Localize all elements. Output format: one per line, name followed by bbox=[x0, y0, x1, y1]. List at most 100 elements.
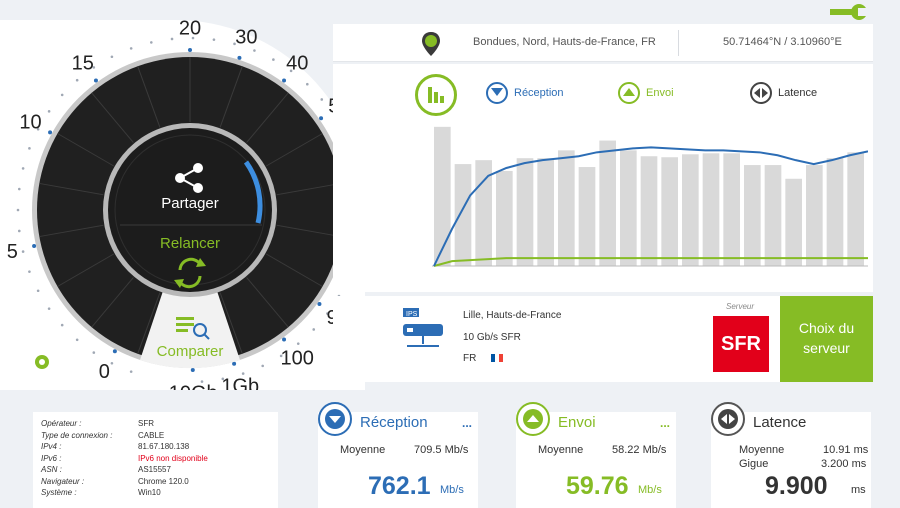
chart-bar bbox=[434, 126, 451, 266]
info-key: ASN : bbox=[41, 465, 62, 474]
compare-label[interactable]: Comparer bbox=[157, 343, 224, 360]
gauge-dot bbox=[253, 49, 256, 52]
gauge-tick-mark bbox=[188, 48, 192, 52]
reception-more-button[interactable]: ... bbox=[461, 416, 472, 430]
gauge-segment bbox=[265, 133, 323, 167]
chart-bar bbox=[516, 158, 534, 266]
upload-arrow-icon bbox=[618, 82, 640, 104]
connection-info-card: Opérateur : SFR Type de connexion : CABLE IP… bbox=[33, 412, 278, 508]
gauge-dot bbox=[150, 41, 153, 44]
gauge-tick-label: 30 bbox=[235, 27, 257, 49]
latence-value: 9.900 bbox=[765, 472, 828, 500]
chart-bar bbox=[847, 152, 864, 266]
gauge-dot bbox=[306, 82, 309, 86]
legend-reception[interactable]: Réception bbox=[486, 82, 564, 104]
info-key: IPv4 : bbox=[41, 442, 62, 451]
server-location: Lille, Hauts-de-France bbox=[463, 310, 562, 321]
gauge-tick-mark bbox=[282, 337, 287, 342]
chart-bar bbox=[826, 158, 844, 266]
chart-bar bbox=[723, 153, 740, 266]
gauge-dot bbox=[200, 380, 204, 383]
gauge-dot bbox=[129, 47, 133, 50]
gauge-dot bbox=[289, 69, 293, 73]
latence-unit: ms bbox=[851, 484, 866, 496]
gauge-dot bbox=[36, 289, 40, 293]
share-label[interactable]: Partager bbox=[161, 195, 219, 212]
server-capacity: 10 Gb/s SFR bbox=[463, 332, 521, 343]
info-value: SFR bbox=[138, 419, 154, 428]
legend-reception-label: Réception bbox=[514, 87, 564, 99]
compare-icon[interactable] bbox=[176, 317, 210, 340]
relaunch-label[interactable]: Relancer bbox=[160, 235, 220, 252]
info-key: Type de connexion : bbox=[41, 430, 113, 440]
refresh-icon[interactable] bbox=[174, 257, 206, 289]
gauge-segment bbox=[276, 224, 341, 238]
chart-bar bbox=[661, 157, 678, 266]
gauge-dot bbox=[296, 342, 300, 345]
chart-bar bbox=[744, 165, 761, 266]
reception-avg-label: Moyenne bbox=[340, 444, 386, 456]
server-card: IPS Lille, Hauts-de-France 10 Gb/s SFR F… bbox=[333, 296, 873, 382]
location-coords: 50.71464°N / 3.10960°E bbox=[723, 36, 842, 48]
gauge-segment bbox=[39, 182, 104, 196]
gauge-segment bbox=[91, 92, 134, 143]
settings-gear-icon[interactable] bbox=[35, 355, 49, 369]
chart-bar bbox=[496, 170, 513, 266]
reception-avg-value: 709.5 Mb/s bbox=[414, 444, 469, 456]
reception-series-line bbox=[433, 146, 868, 267]
info-row: ASN : AS15557 bbox=[41, 465, 271, 474]
info-row: IPv6 : IPv6 non disponible bbox=[41, 454, 271, 463]
legend-latence[interactable]: Latence bbox=[750, 82, 817, 104]
legend-envoi[interactable]: Envoi bbox=[618, 82, 674, 104]
info-row: Opérateur : SFR bbox=[41, 419, 271, 428]
gauge-tick-mark bbox=[232, 361, 237, 366]
gauge-dot bbox=[75, 338, 79, 342]
choose-server-button[interactable]: Choix du serveur bbox=[780, 296, 873, 382]
info-key: IPv6 : bbox=[41, 453, 62, 463]
gauge-tick-label: 1Gb bbox=[221, 375, 259, 390]
reception-value: 762.1 bbox=[368, 472, 431, 500]
envoi-more-button[interactable]: ... bbox=[659, 416, 670, 430]
reception-title: Réception bbox=[360, 414, 428, 431]
envoi-avg-value: 58.22 Mb/s bbox=[612, 444, 667, 456]
envoi-unit: Mb/s bbox=[638, 484, 662, 496]
envoi-series-line bbox=[433, 257, 868, 267]
gauge-segment bbox=[219, 66, 243, 128]
gauge-tick-label: 0 bbox=[99, 361, 110, 383]
gauge-dot bbox=[272, 58, 275, 61]
info-key: Système : bbox=[41, 488, 77, 497]
svg-text:IPS: IPS bbox=[406, 311, 418, 318]
gauge-tick-label: 15 bbox=[72, 52, 94, 74]
gauge-segment bbox=[57, 253, 115, 287]
gauge-tick-mark bbox=[190, 367, 195, 372]
divider bbox=[678, 30, 679, 56]
server-ips-icon: IPS bbox=[403, 308, 443, 347]
envoi-value: 59.76 bbox=[566, 472, 629, 500]
download-arrow-icon bbox=[486, 82, 508, 104]
chart-icon[interactable] bbox=[415, 74, 457, 116]
latence-avg-label: Moyenne bbox=[739, 444, 785, 456]
info-row: Système : Win10 bbox=[41, 488, 271, 497]
gauge-dot bbox=[129, 370, 133, 373]
info-value: AS15557 bbox=[138, 465, 171, 474]
latency-icon bbox=[711, 402, 745, 436]
gauge-dot bbox=[60, 323, 64, 327]
speed-chart bbox=[432, 126, 868, 267]
gauge-tick-mark bbox=[282, 78, 287, 83]
gauge-dot bbox=[75, 78, 79, 82]
gauge-segment bbox=[137, 66, 161, 128]
gauge-tick-mark bbox=[317, 302, 322, 307]
wrench-icon[interactable] bbox=[828, 2, 868, 22]
gauge-dot bbox=[212, 38, 216, 41]
chart-bar bbox=[578, 167, 596, 266]
envoi-result-card: Envoi ... Moyenne 58.22 Mb/s 59.76 Mb/s bbox=[516, 402, 676, 508]
location-pin-icon bbox=[422, 32, 440, 56]
share-icon[interactable] bbox=[175, 163, 203, 193]
gauge-dot bbox=[312, 328, 316, 331]
location-bar: Bondues, Nord, Hauts-de-France, FR 50.71… bbox=[333, 24, 873, 62]
sfr-logo: SFR bbox=[713, 316, 769, 372]
gauge-dot bbox=[21, 167, 25, 170]
gauge-tick-mark bbox=[32, 243, 37, 248]
gauge-dot bbox=[60, 93, 64, 97]
